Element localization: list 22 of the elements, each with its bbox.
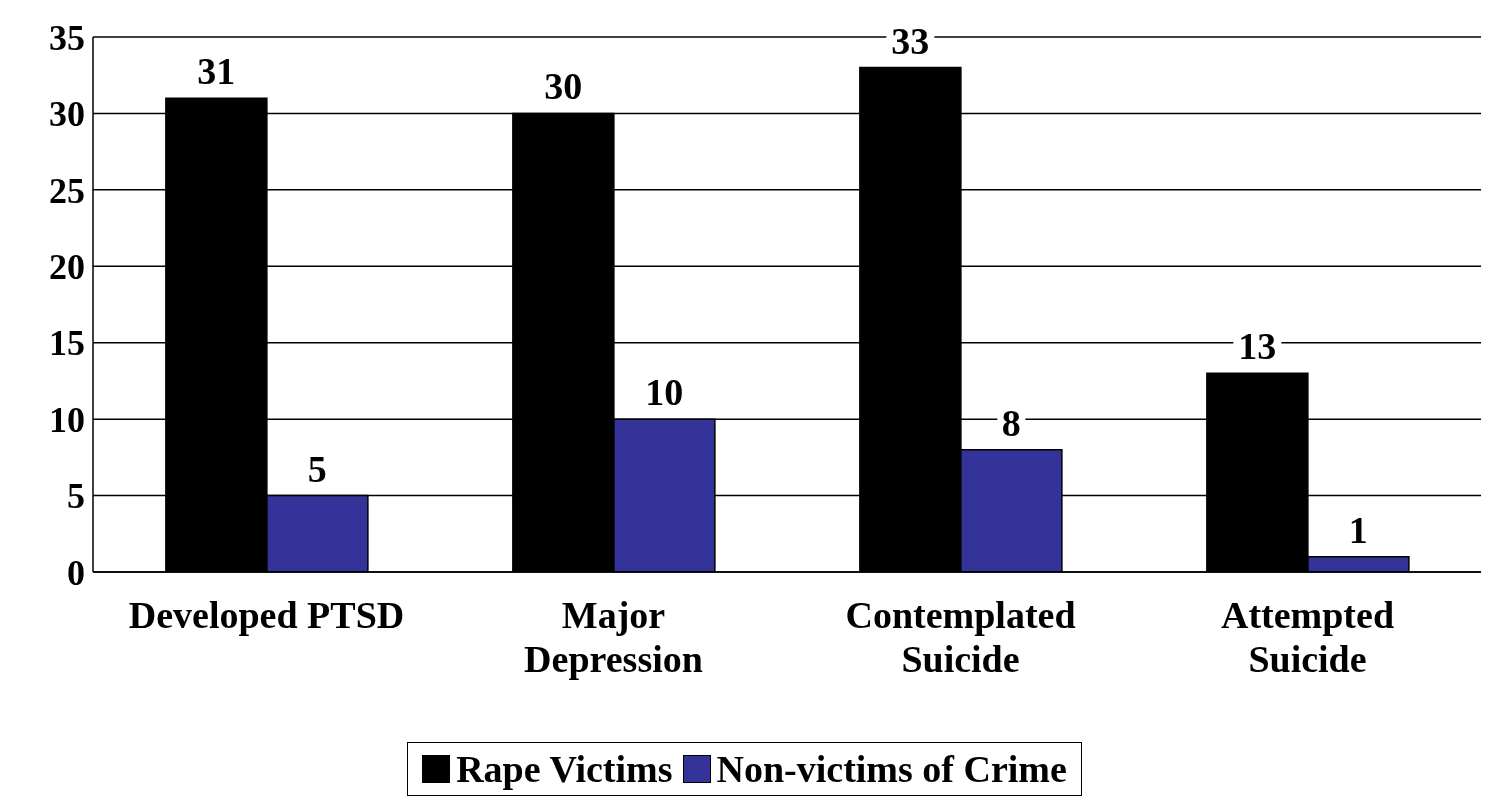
x-tick-label: Developed PTSD xyxy=(128,594,405,636)
y-tick-label: 25 xyxy=(49,170,85,211)
y-tick-label: 20 xyxy=(49,247,85,288)
y-tick-label: 30 xyxy=(49,94,85,135)
data-label: 33 xyxy=(891,19,930,62)
data-label: 8 xyxy=(1001,401,1021,444)
y-tick-label: 15 xyxy=(49,323,85,364)
data-label: 31 xyxy=(197,50,236,93)
y-tick-label: 10 xyxy=(49,399,85,440)
data-label: 30 xyxy=(544,65,583,108)
x-tick-label: Attempted Suicide xyxy=(1220,594,1395,680)
data-label: 10 xyxy=(645,371,684,414)
y-tick-label: 35 xyxy=(49,17,85,58)
data-label: 13 xyxy=(1238,325,1277,368)
data-label: 1 xyxy=(1348,508,1368,551)
y-tick-label: 0 xyxy=(67,552,85,593)
data-label: 5 xyxy=(307,447,327,490)
x-tick-label: Major Depression xyxy=(524,594,703,680)
legend-label: Rape Victims xyxy=(456,747,673,791)
legend-label: Non-victims of Crime xyxy=(716,747,1067,791)
y-tick-label: 5 xyxy=(67,476,85,517)
x-tick-label: Contemplated Suicide xyxy=(845,594,1076,680)
